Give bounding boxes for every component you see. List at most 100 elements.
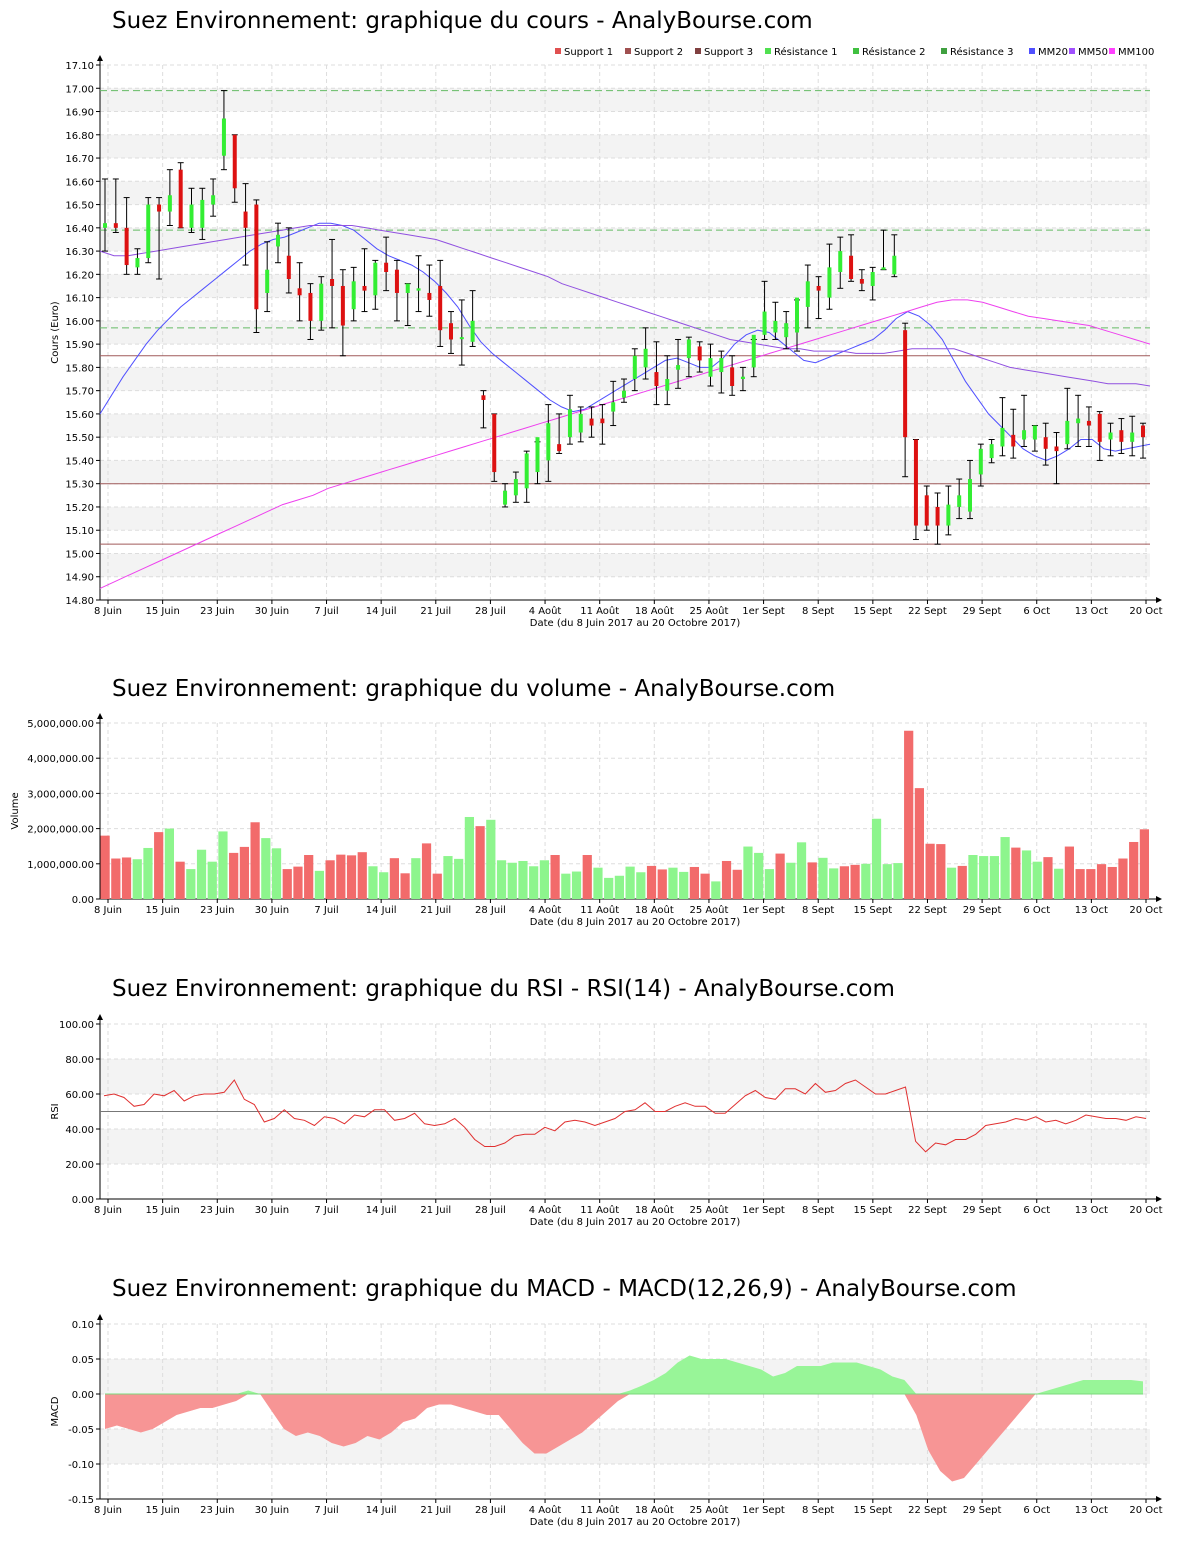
candle	[545, 404, 552, 482]
price-ytick-label: 16.70	[65, 154, 94, 165]
price-ytick-label: 15.30	[65, 480, 94, 491]
candle-body	[881, 267, 886, 270]
candle	[1140, 422, 1146, 459]
candle-body	[103, 223, 107, 228]
candle	[610, 380, 617, 427]
candle	[318, 276, 325, 331]
macd-xtick-label: 29 Sept	[963, 1505, 1002, 1516]
candle	[210, 178, 217, 217]
volume-bar	[368, 866, 378, 899]
rsi-xtick-label: 13 Oct	[1075, 1205, 1108, 1216]
volume-bar	[121, 857, 132, 899]
rsi-ytick-label: 20.00	[65, 1160, 94, 1171]
candle	[934, 492, 941, 545]
candle	[707, 343, 714, 387]
candle	[145, 197, 152, 264]
volume-bar	[250, 822, 260, 899]
candle	[156, 197, 163, 280]
price-ytick-label: 16.20	[65, 270, 94, 281]
rsi-xtick-label: 29 Sept	[963, 1205, 1002, 1216]
price-xtick-label: 1er Sept	[742, 606, 785, 617]
macd-xtick-label: 20 Oct	[1129, 1505, 1162, 1516]
legend-swatch	[625, 48, 631, 54]
price-xtick-label: 15 Sept	[854, 606, 893, 617]
volume-bar	[454, 858, 464, 899]
volume-xtick-label: 18 Août	[635, 904, 674, 916]
volume-ytick-label: 4,000,000.00	[27, 754, 94, 765]
candle	[491, 413, 498, 482]
price-xtick-label: 29 Sept	[963, 606, 1002, 617]
price-ytick-label: 14.80	[65, 596, 94, 607]
rsi-ytick-label: 0.00	[72, 1195, 94, 1206]
volume-bar	[1139, 829, 1149, 899]
volume-bar	[861, 863, 871, 899]
volume-x-arrow	[1156, 896, 1162, 902]
volume-bar	[871, 818, 882, 899]
rsi-xtick-label: 14 Juil	[366, 1205, 397, 1216]
candle-body	[524, 453, 529, 489]
price-band	[100, 227, 1150, 252]
candle	[588, 406, 595, 438]
candle-body	[221, 118, 226, 156]
volume-bar	[175, 861, 185, 899]
macd-ylabel: MACD	[50, 1396, 61, 1426]
candle-body	[254, 204, 259, 310]
candle	[426, 264, 433, 317]
candle-body	[492, 413, 497, 473]
candle-body	[319, 283, 324, 321]
legend-label: Support 3	[704, 47, 753, 58]
candle-body	[503, 490, 508, 505]
volume-bar	[475, 826, 485, 899]
legend-swatch	[1029, 48, 1035, 54]
candle-body	[1086, 420, 1091, 426]
candle-body	[849, 255, 854, 279]
candle-body	[978, 448, 983, 475]
candle	[739, 366, 746, 392]
candle	[783, 311, 790, 350]
price-band	[100, 460, 1150, 484]
price-band	[100, 274, 1150, 298]
candle	[480, 390, 487, 429]
candle-body	[449, 323, 453, 340]
candle-body	[113, 223, 118, 228]
macd-xtick-label: 30 Juin	[255, 1505, 289, 1516]
candle	[361, 248, 368, 313]
candle-body	[697, 346, 702, 361]
candle	[621, 378, 627, 403]
volume-bar	[464, 816, 474, 899]
candle	[350, 266, 357, 322]
candle-body	[351, 281, 356, 310]
volume-bar	[700, 873, 710, 899]
candle-body	[1022, 430, 1027, 440]
volume-bar	[186, 869, 196, 899]
candle	[761, 280, 768, 340]
candle-body	[1097, 413, 1102, 442]
volume-ytick-label: 5,000,000.00	[27, 719, 94, 730]
macd-xtick-label: 14 Juil	[366, 1505, 397, 1516]
volume-bar	[218, 831, 228, 899]
volume-bar	[1011, 847, 1021, 899]
volume-xtick-label: 21 Juil	[420, 905, 451, 916]
macd-xtick-label: 15 Sept	[854, 1505, 893, 1516]
candle-body	[784, 323, 789, 338]
volume-xtick-label: 30 Juin	[255, 905, 289, 916]
volume-bar	[143, 847, 153, 899]
candle	[512, 471, 519, 503]
volume-xtick-label: 22 Sept	[908, 905, 947, 916]
candle	[502, 483, 509, 508]
rsi-xtick-label: 1er Sept	[742, 1205, 785, 1216]
price-ytick-label: 15.40	[65, 456, 94, 467]
price-band	[100, 88, 1150, 112]
macd-positive-area	[105, 1355, 1143, 1394]
rsi-xtick-label: 28 Juil	[475, 1205, 506, 1216]
legend-swatch	[555, 48, 561, 54]
price-ytick-label: 16.40	[65, 224, 94, 235]
mm20-line	[99, 222, 1151, 461]
candle	[848, 234, 855, 282]
price-ytick-label: 16.90	[65, 108, 94, 119]
volume-bar	[754, 852, 764, 899]
candle-body	[838, 251, 843, 273]
price-ytick-label: 14.90	[65, 573, 94, 584]
macd-xtick-label: 22 Sept	[908, 1505, 947, 1516]
rsi-xtick-label: 20 Oct	[1129, 1205, 1162, 1216]
